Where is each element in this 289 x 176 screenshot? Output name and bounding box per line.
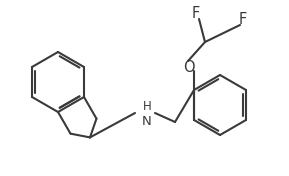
Text: F: F [192,7,200,21]
Text: H: H [143,100,151,113]
Text: O: O [183,59,195,74]
Text: N: N [142,115,152,128]
Text: F: F [239,12,247,27]
